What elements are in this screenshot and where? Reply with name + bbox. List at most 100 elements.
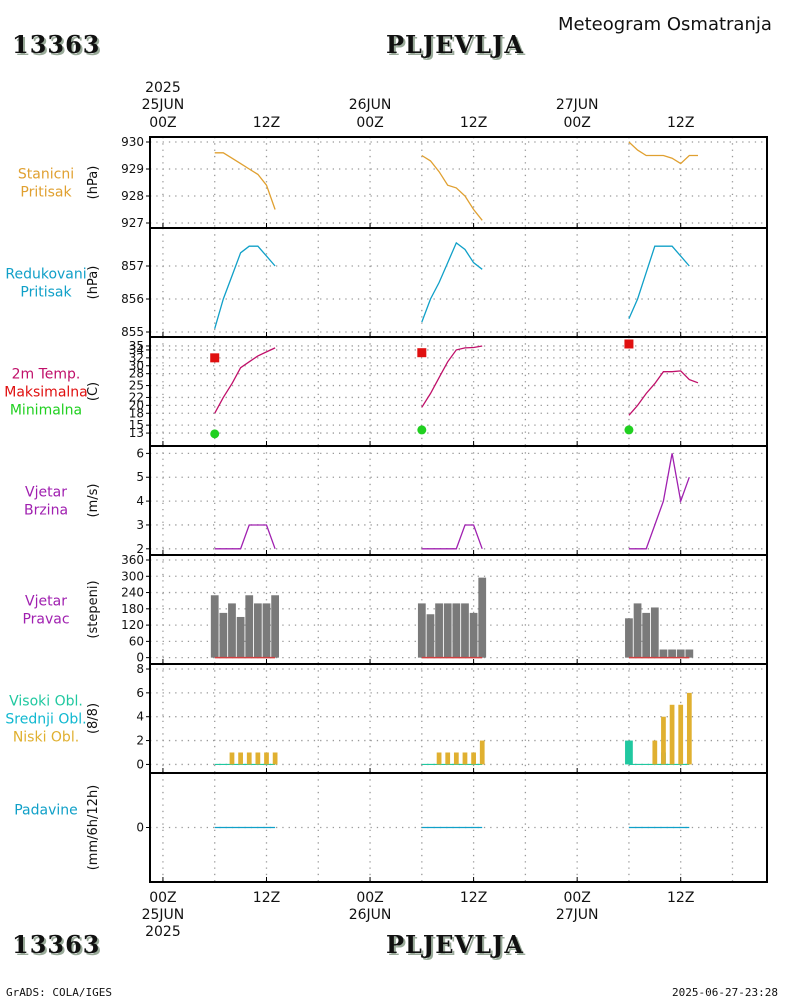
- cloud-bar: [272, 752, 278, 765]
- series-line: [421, 524, 483, 550]
- wind-direction-bar: [659, 649, 668, 658]
- ytick-label: 32: [129, 351, 144, 365]
- panel-label: Niski Obl.: [13, 730, 79, 746]
- top-hour-label: 00Z: [356, 115, 383, 131]
- ytick-label: 929: [121, 162, 144, 176]
- panel-label: Visoki Obl.: [9, 694, 83, 710]
- wind-direction-bar: [262, 603, 271, 658]
- top-hour-label: 12Z: [253, 115, 280, 131]
- ytick-label: 25: [129, 379, 144, 393]
- ytick-label: 5: [136, 470, 144, 484]
- cloud-bar: [625, 740, 633, 765]
- cloud-bar: [471, 752, 476, 765]
- top-date-label: 25JUN: [142, 97, 185, 113]
- top-hour-label: 00Z: [149, 115, 176, 131]
- yaxis-unit-label: (hPa): [86, 166, 101, 200]
- station-name-bottom: PLJEVLJA: [386, 930, 525, 959]
- series-line: [628, 453, 690, 550]
- series-line: [214, 245, 276, 329]
- panel-frame: [149, 772, 768, 883]
- panel-label: Padavine: [14, 803, 78, 819]
- cloud-bar: [264, 752, 269, 765]
- ytick-label: 4: [136, 494, 144, 508]
- ytick-label: 13: [129, 426, 144, 440]
- panel-frame: [149, 136, 768, 229]
- ytick-label: 6: [136, 686, 144, 700]
- ytick-label: 0: [136, 821, 144, 835]
- ytick-label: 120: [121, 618, 144, 632]
- ytick-label: 60: [129, 634, 144, 648]
- panel-label: Vjetar: [25, 594, 67, 610]
- panel-label: Pritisak: [20, 185, 72, 201]
- yaxis-unit-label: (hPa): [86, 266, 101, 300]
- wind-direction-bar: [668, 649, 676, 658]
- tmax-marker: [624, 339, 634, 349]
- bottom-hour-label: 00Z: [356, 890, 383, 906]
- station-id-top: 13363: [12, 30, 101, 59]
- wind-direction-bar: [452, 603, 461, 658]
- ytick-label: 18: [129, 406, 144, 420]
- bottom-hour-label: 12Z: [667, 890, 694, 906]
- top-year-label: 2025: [145, 80, 181, 96]
- series-line: [421, 154, 483, 221]
- wind-direction-bar: [685, 649, 694, 658]
- top-hour-label: 12Z: [667, 115, 694, 131]
- ytick-label: 30: [129, 359, 144, 373]
- panel-label: Pravac: [22, 612, 69, 628]
- ytick-label: 0: [136, 651, 144, 665]
- meteogram-title: Meteogram Osmatranja: [558, 14, 772, 35]
- grads-credit: GrADS: COLA/IGES: [6, 986, 112, 999]
- yaxis-unit-label: (mm/6h/12h): [86, 785, 101, 871]
- bottom-date-label: 26JUN: [349, 907, 392, 923]
- yaxis-unit-label: (8/8): [86, 703, 101, 734]
- panel-label: Vjetar: [25, 485, 67, 501]
- tmax-marker: [417, 348, 427, 358]
- wind-direction-bar: [253, 603, 262, 658]
- cloud-bar: [445, 752, 451, 765]
- series-line: [628, 141, 698, 165]
- render-timestamp: 2025-06-27-23:28: [672, 986, 778, 999]
- ytick-label: 857: [121, 259, 144, 273]
- bottom-date-label: 27JUN: [556, 907, 599, 923]
- wind-direction-bar: [469, 612, 478, 658]
- panel-plot-area: [214, 692, 692, 766]
- panel-label: Brzina: [24, 503, 68, 519]
- panel-label: Maksimalna: [4, 385, 88, 401]
- top-date-label: 27JUN: [556, 97, 599, 113]
- panel-label: Redukovani: [5, 267, 86, 283]
- ytick-label: 34: [129, 343, 144, 357]
- wind-direction-bar: [443, 603, 452, 658]
- bottom-year-label: 2025: [145, 924, 181, 940]
- ytick-label: 360: [121, 553, 144, 567]
- panel-frame: [149, 336, 768, 447]
- series-line: [214, 347, 276, 414]
- bottom-hour-label: 00Z: [563, 890, 590, 906]
- ytick-label: 6: [136, 446, 144, 460]
- ytick-label: 3: [136, 518, 144, 532]
- ytick-label: 930: [121, 135, 144, 149]
- ytick-label: 22: [129, 390, 144, 404]
- panel-frame: [149, 445, 768, 556]
- panel-plot-area: [214, 241, 690, 329]
- cloud-bar: [661, 716, 666, 765]
- station-id-bottom: 13363: [12, 930, 101, 959]
- wind-direction-bar: [478, 577, 487, 658]
- wind-direction-bar: [417, 603, 426, 658]
- cloud-bar: [255, 752, 261, 765]
- wind-direction-bar: [236, 616, 245, 658]
- series-line: [421, 345, 483, 408]
- panel-label: 2m Temp.: [12, 367, 81, 383]
- ytick-label: 856: [121, 292, 144, 306]
- panel-plot-area: [214, 453, 690, 550]
- wind-direction-bar: [219, 612, 228, 658]
- bottom-date-label: 25JUN: [142, 907, 185, 923]
- cloud-bar: [652, 740, 658, 765]
- wind-direction-bar: [271, 595, 280, 658]
- ytick-label: 855: [121, 325, 144, 339]
- ytick-label: 35: [129, 339, 144, 353]
- panel-label: Pritisak: [20, 285, 72, 301]
- cloud-bar: [669, 704, 675, 765]
- cloud-bar: [686, 692, 692, 765]
- cloud-bar: [462, 752, 468, 765]
- series-line: [628, 370, 699, 416]
